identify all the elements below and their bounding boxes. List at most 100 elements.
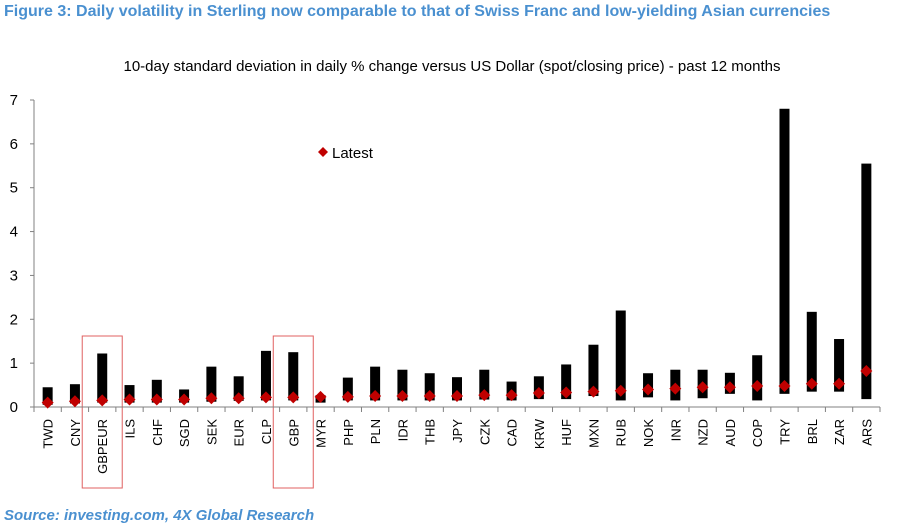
range-bar-clp bbox=[260, 350, 271, 401]
range-bar-cop bbox=[752, 355, 763, 401]
range-bar-zar bbox=[834, 339, 845, 392]
x-tick-label-krw: KRW bbox=[532, 418, 547, 449]
x-tick-label-aud: AUD bbox=[723, 419, 738, 446]
latest-marker-krw bbox=[532, 386, 545, 399]
x-tick-label-thb: THB bbox=[423, 419, 438, 445]
legend-label: Latest bbox=[332, 145, 374, 162]
latest-marker-gbpeur bbox=[96, 394, 109, 407]
latest-marker-gbp bbox=[287, 391, 300, 404]
x-tick-label-gbpeur: GBPEUR bbox=[95, 419, 110, 474]
chart-title: 10-day standard deviation in daily % cha… bbox=[123, 58, 781, 75]
source-note: Source: investing.com, 4X Global Researc… bbox=[4, 507, 315, 524]
range-bar-jpy bbox=[452, 377, 462, 401]
latest-marker-cad bbox=[505, 389, 518, 402]
x-tick-label-sgd: SGD bbox=[177, 419, 192, 447]
x-tick-label-chf: CHF bbox=[150, 419, 165, 446]
latest-marker-twd bbox=[41, 396, 54, 409]
latest-marker-zar bbox=[833, 377, 846, 390]
range-bar-chf bbox=[151, 379, 162, 403]
x-tick-label-huf: HUF bbox=[559, 419, 574, 446]
range-bar-eur bbox=[233, 376, 244, 401]
range-bar-thb bbox=[424, 373, 435, 401]
range-bar-idr bbox=[397, 369, 408, 401]
y-tick-label: 1 bbox=[10, 355, 18, 372]
y-tick-label: 5 bbox=[10, 180, 18, 197]
latest-marker-php bbox=[341, 390, 354, 403]
latest-marker-huf bbox=[560, 386, 573, 399]
latest-marker-cop bbox=[751, 379, 764, 392]
legend-marker bbox=[318, 147, 328, 157]
latest-marker-ils bbox=[123, 393, 136, 406]
x-tick-label-idr: IDR bbox=[395, 419, 410, 441]
x-tick-label-cad: CAD bbox=[505, 419, 520, 446]
range-bar-czk bbox=[479, 369, 490, 400]
latest-marker-jpy bbox=[451, 390, 463, 403]
range-bar-gbp bbox=[288, 352, 299, 401]
range-bar-twd bbox=[42, 387, 53, 405]
latest-marker-cny bbox=[68, 395, 81, 408]
latest-marker-czk bbox=[478, 389, 491, 402]
x-tick-label-brl: BRL bbox=[805, 419, 820, 444]
x-tick-label-inr: INR bbox=[668, 419, 683, 441]
range-bar-huf bbox=[561, 364, 572, 400]
range-bar-try bbox=[779, 108, 790, 394]
range-bar-mxn bbox=[588, 344, 599, 397]
y-tick-label: 3 bbox=[10, 267, 18, 284]
range-bar-pln bbox=[370, 366, 381, 401]
x-tick-label-cny: CNY bbox=[68, 419, 83, 447]
highlight-box-gbpeur bbox=[81, 335, 123, 489]
x-tick-label-mxn: MXN bbox=[586, 419, 601, 448]
x-tick-label-czk: CZK bbox=[477, 419, 492, 445]
latest-marker-aud bbox=[723, 381, 736, 394]
x-tick-label-zar: ZAR bbox=[832, 419, 847, 445]
x-tick-label-try: TRY bbox=[777, 419, 792, 445]
figure-title: Figure 3: Daily volatility in Sterling n… bbox=[4, 3, 831, 20]
x-tick-label-pln: PLN bbox=[368, 419, 383, 444]
latest-marker-sgd bbox=[178, 393, 191, 406]
latest-marker-inr bbox=[669, 382, 682, 395]
x-tick-label-clp: CLP bbox=[259, 419, 274, 444]
x-tick-label-ars: ARS bbox=[859, 419, 874, 446]
x-tick-label-jpy: JPY bbox=[450, 419, 465, 443]
x-tick-label-nok: NOK bbox=[641, 419, 656, 448]
x-tick-label-sek: SEK bbox=[204, 419, 219, 445]
x-tick-label-myr: MYR bbox=[314, 419, 329, 448]
latest-marker-nok bbox=[642, 383, 655, 396]
latest-marker-nzd bbox=[696, 381, 709, 394]
x-tick-label-php: PHP bbox=[341, 419, 356, 446]
latest-marker-brl bbox=[805, 377, 818, 390]
latest-marker-thb bbox=[423, 390, 436, 403]
x-tick-label-ils: ILS bbox=[123, 419, 138, 439]
latest-marker-sek bbox=[205, 392, 218, 405]
latest-marker-ars bbox=[860, 365, 873, 378]
y-tick-label: 7 bbox=[10, 92, 18, 109]
latest-marker-pln bbox=[369, 390, 382, 403]
y-tick-label: 2 bbox=[10, 311, 18, 328]
range-bar-brl bbox=[806, 311, 817, 392]
range-bar-cny bbox=[69, 384, 80, 404]
latest-marker-rub bbox=[614, 384, 627, 397]
latest-marker-idr bbox=[396, 390, 409, 403]
x-tick-label-eur: EUR bbox=[232, 419, 247, 446]
x-tick-label-gbp: GBP bbox=[286, 419, 301, 446]
latest-marker-myr bbox=[314, 390, 327, 403]
latest-marker-try bbox=[778, 379, 791, 392]
range-bar-rub bbox=[615, 310, 626, 401]
range-bar-ars bbox=[861, 163, 872, 400]
highlight-box-gbp bbox=[272, 335, 314, 489]
y-tick-label: 0 bbox=[10, 399, 18, 416]
y-tick-label: 6 bbox=[10, 136, 18, 153]
y-tick-label: 4 bbox=[10, 224, 18, 241]
x-tick-label-rub: RUB bbox=[614, 419, 629, 446]
x-tick-label-nzd: NZD bbox=[696, 419, 711, 446]
latest-marker-eur bbox=[232, 392, 245, 405]
latest-marker-chf bbox=[150, 393, 163, 406]
latest-marker-mxn bbox=[587, 385, 600, 398]
x-tick-label-cop: COP bbox=[750, 419, 765, 447]
range-bar-gbpeur bbox=[97, 353, 108, 403]
latest-marker-clp bbox=[259, 391, 272, 404]
range-bar-sek bbox=[206, 366, 217, 402]
range-bar-php bbox=[342, 377, 353, 401]
x-tick-label-twd: TWD bbox=[41, 419, 56, 449]
